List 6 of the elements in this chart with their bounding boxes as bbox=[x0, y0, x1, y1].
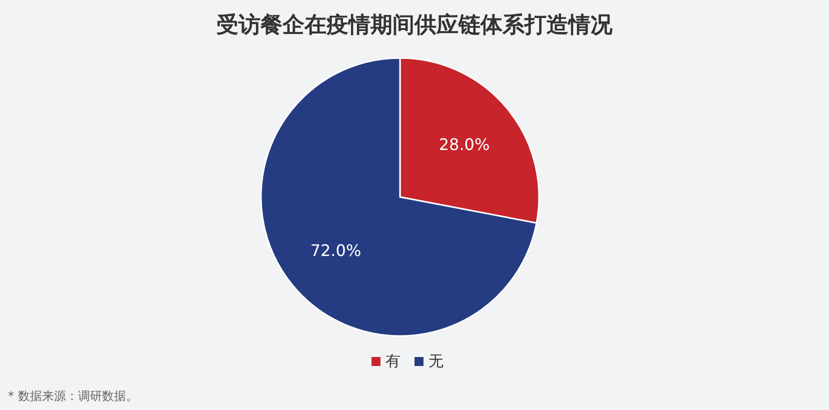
text: * 数据来源：调研数据。 bbox=[8, 389, 138, 403]
legend-label: 无 bbox=[428, 352, 444, 370]
legend-label: 有 bbox=[386, 352, 400, 370]
data-label: 72.0% bbox=[310, 241, 362, 260]
data-label: 28.0% bbox=[438, 134, 490, 154]
chart-title: 受访餐企在疫情期间供应链体系打造情况 bbox=[216, 12, 614, 38]
